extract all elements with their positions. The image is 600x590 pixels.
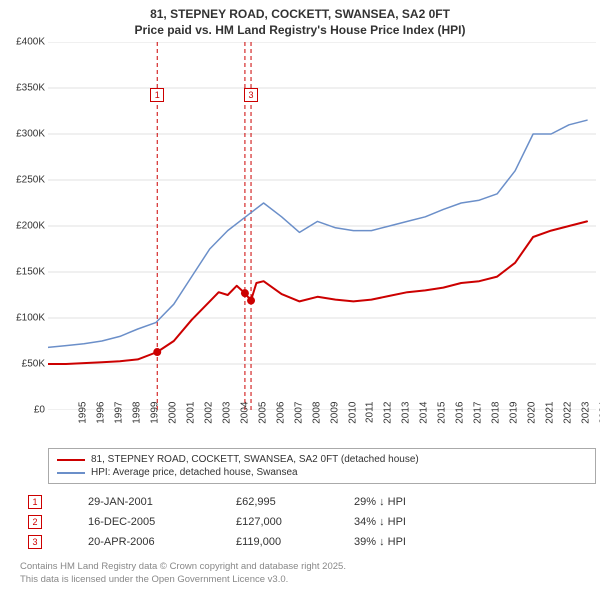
sales-row-marker: 2	[28, 515, 42, 529]
chart-title: 81, STEPNEY ROAD, COCKETT, SWANSEA, SA2 …	[0, 0, 600, 42]
y-tick-label: £150K	[3, 267, 45, 278]
sales-row-date: 16-DEC-2005	[88, 516, 218, 528]
x-tick-label: 1998	[131, 402, 142, 442]
sales-row-price: £127,000	[236, 516, 336, 528]
legend-swatch	[57, 472, 85, 474]
y-tick-label: £100K	[3, 313, 45, 324]
sales-row-delta: 29% ↓ HPI	[354, 496, 454, 508]
x-tick-label: 2006	[275, 402, 286, 442]
chart-svg	[48, 42, 596, 410]
legend: 81, STEPNEY ROAD, COCKETT, SWANSEA, SA2 …	[48, 448, 596, 484]
x-tick-label: 2001	[185, 402, 196, 442]
x-tick-label: 2016	[455, 402, 466, 442]
y-tick-label: £400K	[3, 37, 45, 48]
chart-plot-area	[48, 42, 596, 410]
x-tick-label: 2019	[509, 402, 520, 442]
x-tick-label: 2007	[293, 402, 304, 442]
x-tick-label: 2017	[473, 402, 484, 442]
x-tick-label: 2018	[491, 402, 502, 442]
x-tick-label: 2008	[311, 402, 322, 442]
x-tick-label: 2014	[419, 402, 430, 442]
sales-table: 1 29-JAN-2001 £62,995 29% ↓ HPI 2 16-DEC-2005…	[28, 492, 592, 552]
legend-item: HPI: Average price, detached house, Swan…	[57, 466, 587, 479]
sale-marker-label: 1	[150, 88, 164, 102]
y-tick-label: £200K	[3, 221, 45, 232]
sales-row-marker: 3	[28, 535, 42, 549]
x-tick-label: 2020	[527, 402, 538, 442]
footnote: Contains HM Land Registry data © Crown c…	[20, 561, 346, 586]
sales-row: 3 20-APR-2006 £119,000 39% ↓ HPI	[28, 532, 592, 552]
sales-row: 1 29-JAN-2001 £62,995 29% ↓ HPI	[28, 492, 592, 512]
sales-row-delta: 39% ↓ HPI	[354, 536, 454, 548]
legend-item: 81, STEPNEY ROAD, COCKETT, SWANSEA, SA2 …	[57, 453, 587, 466]
sales-row-price: £119,000	[236, 536, 336, 548]
title-line-1: 81, STEPNEY ROAD, COCKETT, SWANSEA, SA2 …	[10, 6, 590, 22]
x-tick-label: 2011	[365, 402, 376, 442]
y-tick-label: £250K	[3, 175, 45, 186]
x-tick-label: 2003	[221, 402, 232, 442]
sales-row-date: 29-JAN-2001	[88, 496, 218, 508]
legend-label: 81, STEPNEY ROAD, COCKETT, SWANSEA, SA2 …	[91, 454, 419, 465]
sales-row-delta: 34% ↓ HPI	[354, 516, 454, 528]
x-tick-label: 2002	[203, 402, 214, 442]
x-tick-label: 2015	[437, 402, 448, 442]
y-tick-label: £300K	[3, 129, 45, 140]
sales-row-price: £62,995	[236, 496, 336, 508]
sale-marker-label: 3	[244, 88, 258, 102]
x-tick-label: 1996	[95, 402, 106, 442]
x-tick-label: 2009	[329, 402, 340, 442]
x-tick-label: 2023	[581, 402, 592, 442]
legend-label: HPI: Average price, detached house, Swan…	[91, 467, 298, 478]
x-tick-label: 2021	[545, 402, 556, 442]
x-tick-label: 2000	[167, 402, 178, 442]
x-tick-label: 2022	[563, 402, 574, 442]
sales-row: 2 16-DEC-2005 £127,000 34% ↓ HPI	[28, 512, 592, 532]
footnote-line-2: This data is licensed under the Open Gov…	[20, 574, 346, 586]
x-tick-label: 2013	[401, 402, 412, 442]
x-tick-label: 1995	[78, 402, 89, 442]
legend-swatch	[57, 459, 85, 461]
title-line-2: Price paid vs. HM Land Registry's House …	[10, 22, 590, 38]
x-tick-label: 2004	[239, 402, 250, 442]
sales-row-date: 20-APR-2006	[88, 536, 218, 548]
x-tick-label: 1999	[149, 402, 160, 442]
y-tick-label: £350K	[3, 83, 45, 94]
x-tick-label: 1997	[113, 402, 124, 442]
y-tick-label: £50K	[3, 359, 45, 370]
sales-row-marker: 1	[28, 495, 42, 509]
x-tick-label: 2012	[383, 402, 394, 442]
x-tick-label: 2005	[257, 402, 268, 442]
x-tick-label: 2010	[347, 402, 358, 442]
y-tick-label: £0	[3, 405, 45, 416]
footnote-line-1: Contains HM Land Registry data © Crown c…	[20, 561, 346, 573]
